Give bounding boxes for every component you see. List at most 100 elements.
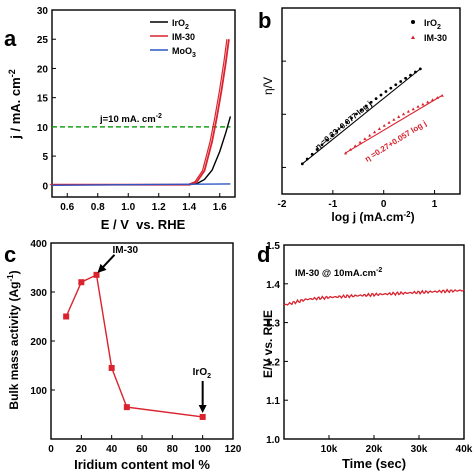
data-point-im-30 — [397, 115, 401, 118]
legend-marker — [411, 35, 415, 39]
x-tick-label: 0 — [48, 444, 54, 455]
data-point — [78, 279, 85, 286]
panel-b: b -2 -1 0 1 η =0.33+0.077 log jη =0.27+0.05… — [258, 7, 461, 224]
x-tick-label: 40k — [456, 444, 473, 455]
annotation-j10: j=10 mA. cm-2 — [99, 113, 162, 125]
xlabel-a: E / V vs. RHE — [101, 217, 186, 232]
ylabel-c: Bulk mass activity (Ag-1) — [6, 270, 21, 409]
data-point-iro2 — [414, 70, 417, 74]
legend-label: IM-30 — [172, 32, 195, 42]
series-moo3 — [51, 183, 231, 186]
data-point-iro2 — [364, 104, 368, 108]
x-tick-label: 20 — [76, 444, 88, 455]
ylabel-a: j / mA. cm-2 — [7, 69, 23, 139]
data-point-im-30 — [387, 120, 391, 124]
data-point-im-30 — [392, 117, 396, 121]
data-point-iro2 — [330, 134, 334, 137]
xlabel-d: Time (sec) — [342, 456, 406, 471]
data-point-im-30 — [411, 107, 415, 111]
arrow-head — [97, 263, 107, 273]
x-tick-label: 1.4 — [182, 202, 196, 213]
data-point — [123, 404, 130, 411]
x-tick-label: 10k — [321, 444, 338, 455]
data-point-iro2 — [355, 112, 358, 116]
data-point-im-30 — [435, 96, 439, 99]
fit-label-iro2: η =0.33+0.077 log j — [314, 99, 374, 151]
y-tick-label: 30 — [37, 6, 49, 17]
data-point-im-30 — [363, 137, 367, 141]
xlabel-c: Iridium content mol % — [74, 457, 210, 472]
data-point-im-30 — [353, 144, 357, 148]
x-tick-label: -2 — [278, 199, 287, 210]
data-point-iro2 — [335, 129, 339, 133]
y-tick-label: 1.1 — [266, 396, 280, 407]
x-tick-label: 0.6 — [60, 202, 74, 213]
data-point-im-30 — [426, 100, 430, 104]
data-point-iro2 — [379, 93, 383, 97]
y-tick-label: 25 — [37, 35, 49, 46]
data-point-iro2 — [300, 162, 304, 166]
data-point-iro2 — [369, 100, 373, 104]
data-point — [93, 271, 100, 278]
y-tick-label: 300 — [30, 288, 47, 299]
data-point-iro2 — [350, 116, 353, 120]
ylabel-d: E/V vs. RHE — [261, 310, 275, 378]
panel-label-d: d — [257, 242, 270, 267]
data-point-im-30 — [382, 123, 386, 127]
x-tick-label: 120 — [225, 444, 242, 455]
data-point-iro2 — [404, 76, 407, 80]
legend-label: IrO2 — [424, 18, 441, 31]
x-tick-label: 100 — [194, 444, 211, 455]
x-tick-label: 30k — [411, 444, 428, 455]
data-point-iro2 — [394, 83, 398, 87]
y-tick-label: 20 — [37, 64, 49, 75]
data-point-iro2 — [359, 108, 363, 112]
fit-label-im-30: η =0.27+0.057 log j — [363, 119, 428, 164]
data-point — [108, 364, 115, 371]
data-point-iro2 — [345, 120, 348, 124]
data-point — [199, 413, 206, 420]
x-tick-label: 1.2 — [152, 202, 166, 213]
fit-line — [345, 94, 443, 154]
annotation-label: IrO2 — [193, 367, 211, 380]
y-tick-label: 1.4 — [266, 280, 280, 291]
legend-marker — [411, 20, 415, 24]
data-point-iro2 — [305, 157, 309, 161]
x-tick-label: 80 — [167, 444, 179, 455]
x-tick-label: 20k — [366, 444, 383, 455]
y-tick-label: 100 — [30, 386, 47, 397]
y-tick-label: 10 — [37, 123, 49, 134]
data-point-iro2 — [340, 125, 344, 129]
data-point-iro2 — [320, 143, 324, 147]
data-point-im-30 — [343, 151, 348, 155]
legend-label: MoO3 — [172, 46, 196, 59]
data-point-im-30 — [406, 109, 410, 113]
panel-label-c: c — [4, 242, 16, 267]
series-line — [65, 273, 203, 418]
axes-b-frame — [281, 7, 461, 195]
series-im-30 — [52, 39, 230, 186]
data-point-iro2 — [325, 138, 329, 142]
data-point-im-30 — [421, 102, 425, 106]
data-point-im-30 — [377, 127, 381, 130]
x-tick-label: 0 — [381, 199, 387, 210]
panel-d: d 10k 20k 30k 40k 1.0 1.1 1.2 1.3 1.4 1.5 IM-30 @… — [257, 241, 473, 471]
y-tick-label: 0 — [42, 181, 48, 192]
data-point-iro2 — [315, 148, 319, 151]
data-point-im-30 — [368, 133, 372, 137]
y-tick-label: 15 — [37, 94, 49, 105]
x-tick-label: -1 — [328, 199, 337, 210]
data-point-im-30 — [416, 104, 420, 108]
x-tick-label: 1.6 — [213, 202, 227, 213]
data-point-im-30 — [430, 98, 435, 102]
y-tick-label: 1.2 — [266, 357, 280, 368]
panel-a: a 0.6 0.8 1.0 1.2 1.4 1.6 0 5 10 15 20 25 30 j=10 mA… — [4, 6, 236, 232]
x-tick-label: 40 — [106, 444, 118, 455]
data-point-im-30 — [372, 130, 377, 134]
data-point-iro2 — [399, 80, 403, 83]
data-point-im-30 — [440, 93, 444, 97]
panel-label-b: b — [258, 8, 271, 33]
data-point-iro2 — [384, 90, 388, 93]
